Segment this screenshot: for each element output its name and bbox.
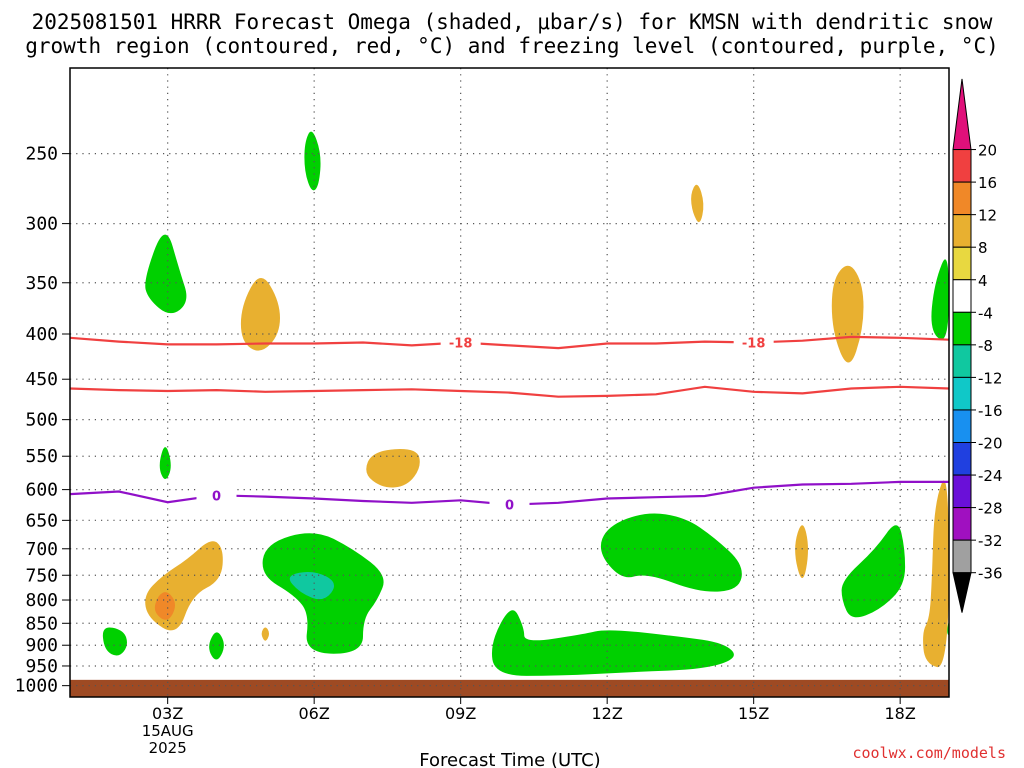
omega-shading xyxy=(102,131,949,676)
omega-region xyxy=(795,525,808,579)
colorbar-swatch xyxy=(952,409,972,444)
x-tick-label: 18Z xyxy=(885,704,916,723)
y-tick-label: 700 xyxy=(25,539,58,560)
chart-title-line-2: growth region (contoured, red, °C) and f… xyxy=(25,34,999,58)
omega-region xyxy=(923,480,949,668)
colorbar: 20 16 12 8 4 -4 -8 -12 -16 -20 -24 -28 -32 -36 xyxy=(952,78,1003,613)
omega-region xyxy=(240,278,280,351)
contour-label-bg xyxy=(733,334,774,351)
omega-region xyxy=(145,234,187,314)
colorbar-label: -24 xyxy=(978,467,1003,485)
colorbar-label: -12 xyxy=(978,369,1003,387)
contour-lines: -18 -18 0 0 xyxy=(70,334,949,514)
colorbar-swatch xyxy=(952,214,972,248)
x-tick-label: 03Z xyxy=(152,704,183,723)
x-tick-year: 2025 xyxy=(149,739,187,757)
y-tick-label: 250 xyxy=(25,144,58,165)
colorbar-swatch xyxy=(952,474,972,509)
colorbar-swatch xyxy=(952,376,972,411)
x-tick-label: 09Z xyxy=(445,704,476,723)
colorbar-label: 4 xyxy=(978,272,988,290)
omega-region xyxy=(289,571,335,600)
ground-layer xyxy=(70,679,949,697)
x-tick-label: 06Z xyxy=(299,704,330,723)
x-tick-label: 15Z xyxy=(738,704,769,723)
colorbar-label: -28 xyxy=(978,500,1003,518)
contour--18 xyxy=(70,335,949,350)
colorbar-swatch xyxy=(952,246,972,281)
colorbar-swatch xyxy=(952,539,972,574)
colorbar-label: -4 xyxy=(978,304,993,322)
contour-label-bg xyxy=(196,487,237,504)
colorbar-label: -16 xyxy=(978,402,1003,420)
plot-frame xyxy=(69,67,950,698)
contour-label: 0 xyxy=(212,489,221,504)
pressure-axis: 2503003504004505005506006507007508008509… xyxy=(15,144,70,697)
omega-region xyxy=(145,541,223,631)
y-tick-label: 600 xyxy=(25,480,58,501)
credit-link[interactable]: coolwx.com/models xyxy=(852,744,1006,762)
y-tick-label: 300 xyxy=(25,214,58,235)
colorbar-swatch xyxy=(952,442,972,476)
x-tick-date: 15AUG xyxy=(142,722,194,740)
omega-region xyxy=(102,627,127,656)
omega-region xyxy=(304,131,321,191)
omega-region xyxy=(491,610,734,676)
colorbar-label: 12 xyxy=(978,207,997,225)
omega-region xyxy=(261,627,269,641)
contour-label-bg xyxy=(440,334,481,351)
colorbar-label: 20 xyxy=(978,142,997,160)
omega-region xyxy=(931,259,949,340)
colorbar-swatch xyxy=(952,311,972,346)
colorbar-swatch xyxy=(952,279,972,313)
omega-region xyxy=(841,525,906,618)
y-tick-label: 400 xyxy=(25,324,58,345)
y-tick-label: 550 xyxy=(25,446,58,467)
contour-label: 0 xyxy=(505,499,514,514)
contour-label-bg xyxy=(489,496,530,513)
y-tick-label: 500 xyxy=(25,410,58,431)
omega-region xyxy=(366,449,420,488)
colorbar-label: 16 xyxy=(978,174,997,192)
x-tick-label: 12Z xyxy=(592,704,623,723)
omega-region xyxy=(159,447,171,480)
y-tick-label: 850 xyxy=(25,613,58,634)
colorbar-min-arrow xyxy=(952,572,972,613)
y-tick-label: 900 xyxy=(25,635,58,656)
colorbar-label: 8 xyxy=(978,239,988,257)
omega-region xyxy=(600,513,742,592)
omega-region xyxy=(154,592,175,620)
y-tick-label: 450 xyxy=(25,369,58,390)
contour-label: -18 xyxy=(449,337,473,352)
colorbar-swatch xyxy=(952,344,972,378)
colorbar-label: -36 xyxy=(978,565,1003,583)
x-axis-title: Forecast Time (UTC) xyxy=(419,750,600,768)
y-tick-label: 950 xyxy=(25,656,58,677)
y-tick-label: 350 xyxy=(25,273,58,294)
colorbar-label: -8 xyxy=(978,337,993,355)
omega-region xyxy=(209,632,224,660)
contour--12 xyxy=(70,385,949,398)
colorbar-label: -20 xyxy=(978,435,1003,453)
colorbar-swatch xyxy=(952,149,972,183)
colorbar-swatch xyxy=(952,507,972,541)
omega-region xyxy=(831,265,864,363)
colorbar-swatch xyxy=(952,181,972,216)
grid-lines xyxy=(70,68,949,697)
y-tick-label: 1000 xyxy=(15,676,58,697)
y-tick-label: 750 xyxy=(25,565,58,586)
colorbar-label: -32 xyxy=(978,532,1003,550)
omega-region xyxy=(691,184,704,223)
chart-title-line-1: 2025081501 HRRR Forecast Omega (shaded, … xyxy=(31,10,993,34)
contour-label: -18 xyxy=(742,337,766,352)
colorbar-max-arrow xyxy=(952,78,972,151)
y-tick-label: 800 xyxy=(25,590,58,611)
y-tick-label: 650 xyxy=(25,510,58,531)
